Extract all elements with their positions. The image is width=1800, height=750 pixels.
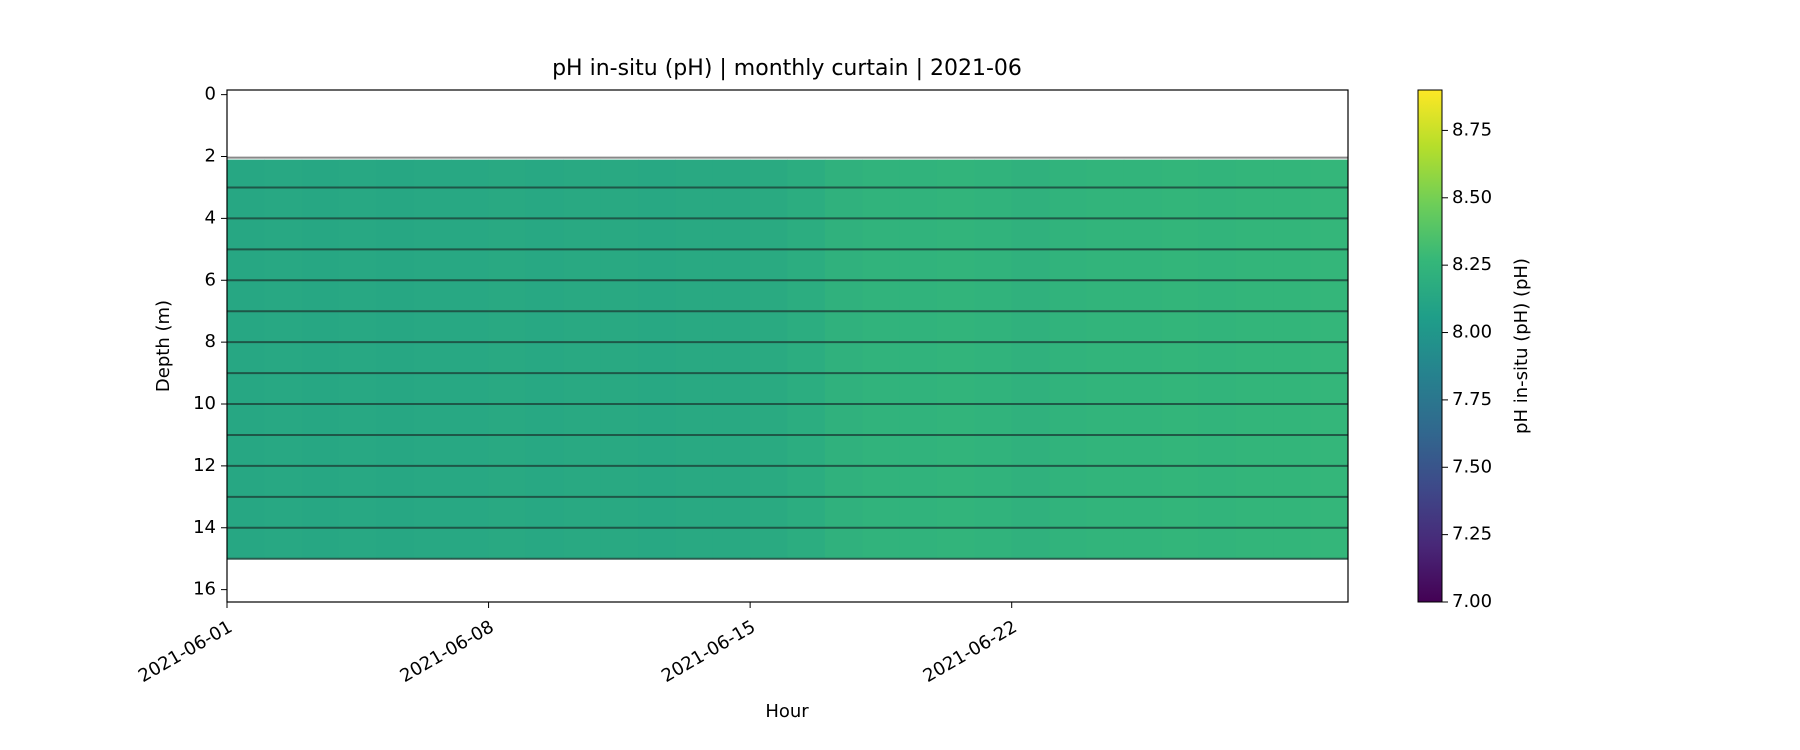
curtain-cell [787, 159, 826, 559]
curtain-cell [1235, 159, 1274, 559]
colorbar-tick-label: 7.00 [1452, 591, 1492, 612]
curtain-cell [488, 159, 527, 559]
colorbar-tick-label: 8.00 [1452, 322, 1492, 343]
curtain-cell [227, 159, 265, 559]
curtain-cell [563, 159, 602, 559]
curtain-cell [1123, 159, 1162, 559]
colorbar-label: pH in-situ (pH) (pH) [1511, 258, 1532, 434]
colorbar [1417, 89, 1443, 603]
x-tick-label: 2021-06-01 [135, 616, 236, 686]
y-tick-label: 2 [205, 146, 216, 167]
curtain-cell [974, 159, 1013, 559]
curtain-cell [750, 159, 788, 559]
curtain-cell [1086, 159, 1125, 559]
plot-frame [226, 89, 1349, 603]
colorbar-tick-label: 8.25 [1452, 254, 1492, 275]
curtain-cell [899, 159, 938, 559]
curtain-cell [1011, 159, 1050, 559]
curtain-cell [675, 159, 714, 559]
y-tick-label: 12 [193, 455, 216, 476]
curtain-cell [936, 159, 975, 559]
curtain-cell [451, 159, 490, 559]
chart-title: pH in-situ (pH) | monthly curtain | 2021… [552, 56, 1022, 81]
y-tick-label: 14 [193, 517, 216, 538]
curtain-cell [862, 159, 901, 559]
x-tick-label: 2021-06-22 [920, 616, 1021, 686]
x-tick-label: 2021-06-15 [658, 616, 759, 686]
curtain-cell [301, 159, 340, 559]
curtain-cell [712, 159, 751, 559]
curtain-cell [376, 159, 415, 559]
curtain-cell [525, 159, 564, 559]
curtain-cell [1273, 159, 1312, 559]
curtain-cell [339, 159, 377, 559]
y-axis-label: Depth (m) [153, 300, 174, 392]
y-tick-label: 0 [205, 84, 216, 105]
curtain-cell [1198, 159, 1237, 559]
colorbar-tick-label: 8.75 [1452, 119, 1492, 140]
curtain-cell [1310, 159, 1349, 559]
y-tick-label: 4 [205, 207, 216, 228]
x-axis-label: Hour [765, 701, 809, 722]
y-tick-label: 16 [193, 579, 216, 600]
y-tick-label: 10 [193, 393, 216, 414]
curtain-cell [264, 159, 303, 559]
x-tick-label: 2021-06-08 [396, 616, 497, 686]
curtain-cell [1161, 159, 1200, 559]
curtain-cell [638, 159, 676, 559]
curtain-cell [413, 159, 452, 559]
colorbar-tick-label: 7.50 [1452, 456, 1492, 477]
colorbar-tick-label: 8.50 [1452, 187, 1492, 208]
curtain-cell [1049, 159, 1087, 559]
colorbar-tick-label: 7.25 [1452, 524, 1492, 545]
y-tick-label: 8 [205, 331, 216, 352]
curtain-cell [824, 159, 863, 559]
colorbar-tick-label: 7.75 [1452, 389, 1492, 410]
curtain-cell [600, 159, 639, 559]
y-tick-label: 6 [205, 269, 216, 290]
